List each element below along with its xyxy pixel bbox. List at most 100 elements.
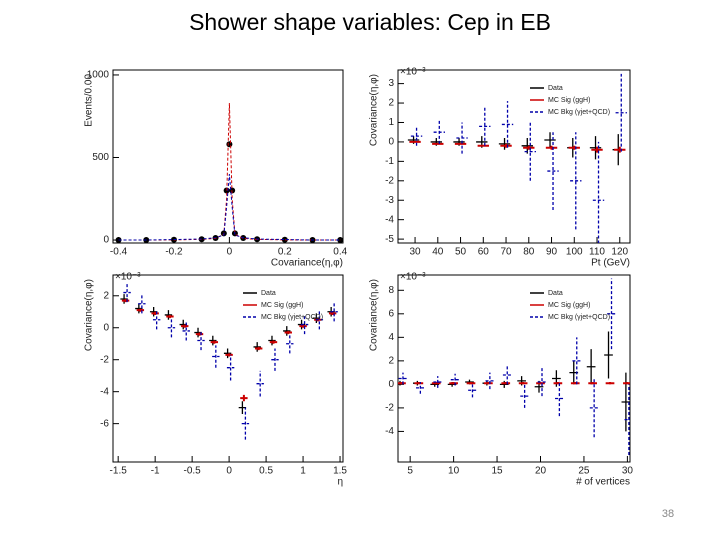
error-point [138,294,146,314]
x-tick-label: 10 [448,466,460,477]
error-point [135,303,143,314]
x-tick-label: 1 [300,466,306,477]
error-point [378,377,387,386]
legend-label: Data [261,290,276,297]
mc-line [118,103,341,241]
y-tick-label: -4 [100,386,109,397]
error-point [485,372,495,390]
legend-label: MC Sig (ggH) [548,302,590,309]
x-tick-label: 0 [227,247,233,258]
error-point [479,106,491,146]
y-tick-label: -4 [385,214,394,225]
y-tick-label: 500 [92,152,109,163]
legend-label: MC Bkg (γjet+QCD) [548,314,610,321]
x-tick-label: 30 [409,247,421,258]
error-point [547,132,559,210]
error-point [269,340,278,344]
x-axis-label: Covariance(η,φ) [271,258,343,269]
error-point [225,353,233,357]
legend-label: MC Bkg (γjet+QCD) [261,314,323,321]
data-point [281,236,288,243]
error-point [570,382,580,385]
y-tick-label: 2 [388,355,394,366]
error-point [380,382,389,384]
error-point [592,141,605,243]
y-tick-label: 0 [388,137,394,148]
error-point [315,310,324,330]
error-point [253,342,261,352]
error-point [195,332,204,336]
error-point [182,321,190,341]
error-point [607,278,616,350]
error-point [523,145,535,150]
axis-multiplier: ×10⁻³ [400,272,426,283]
error-point [524,122,536,181]
error-point [166,314,174,319]
error-point [432,142,444,145]
y-axis-label: Covariance(η,φ) [369,74,380,146]
error-point [416,382,425,394]
x-tick-label: 50 [455,247,467,258]
error-point [284,330,292,335]
axis-multiplier: ×10⁻³ [400,67,426,78]
y-tick-label: 6 [388,308,394,319]
error-point [568,145,580,150]
error-point [553,382,563,385]
y-tick-label: -6 [100,418,109,429]
x-tick-label: -1 [151,466,160,477]
plot-frame [112,69,344,244]
error-point [537,367,547,397]
error-point [570,132,582,230]
error-point [212,345,220,368]
error-point [240,394,248,402]
legend: Data MC Sig (ggH) MC Bkg (γjet+QCD) [530,85,610,116]
legend-label: MC Sig (ggH) [261,302,303,309]
x-tick-label: 20 [535,466,547,477]
data-area [120,282,338,440]
x-tick-label: 0 [226,466,232,477]
x-tick-label: 0.5 [259,466,273,477]
error-point [223,348,232,359]
x-tick-label: 40 [432,247,444,258]
error-point [498,138,511,150]
x-tick-label: 80 [523,247,535,258]
error-point [433,376,443,388]
error-point [449,382,458,385]
x-tick-label: 120 [611,247,628,258]
error-point [623,382,630,385]
error-point [518,382,528,385]
error-point [197,330,205,351]
error-point [500,143,512,148]
legend: Data MC Sig (ggH) MC Bkg (γjet+QCD) [243,290,323,321]
legend-label: Data [548,290,563,297]
y-tick-label: -1 [385,156,394,167]
x-tick-label: 0.4 [333,247,347,258]
y-tick-label: -2 [385,175,394,186]
error-point [136,308,145,312]
error-point [624,384,630,455]
x-tick-label: 15 [491,466,503,477]
data-point [226,141,233,148]
error-point [468,383,477,398]
error-point [433,120,445,144]
y-tick-label: -2 [100,354,109,365]
error-point [591,146,603,153]
y-tick-label: 4 [388,332,394,343]
data-area [407,73,627,243]
error-point [271,348,279,371]
y-tick-label: 3 [388,78,394,89]
page-number: 38 [662,508,674,520]
plot-frame [397,274,631,463]
error-point [589,136,602,160]
y-axis-label: Covariance(η,φ) [369,279,380,351]
error-point [286,334,294,354]
error-point [181,324,189,328]
legend: Data MC Sig (ggH) MC Bkg (γjet+QCD) [530,290,610,321]
error-point [414,382,424,385]
error-point [572,337,582,385]
y-tick-label: -3 [385,195,394,206]
error-point [398,382,406,385]
plot-frame [112,274,344,463]
